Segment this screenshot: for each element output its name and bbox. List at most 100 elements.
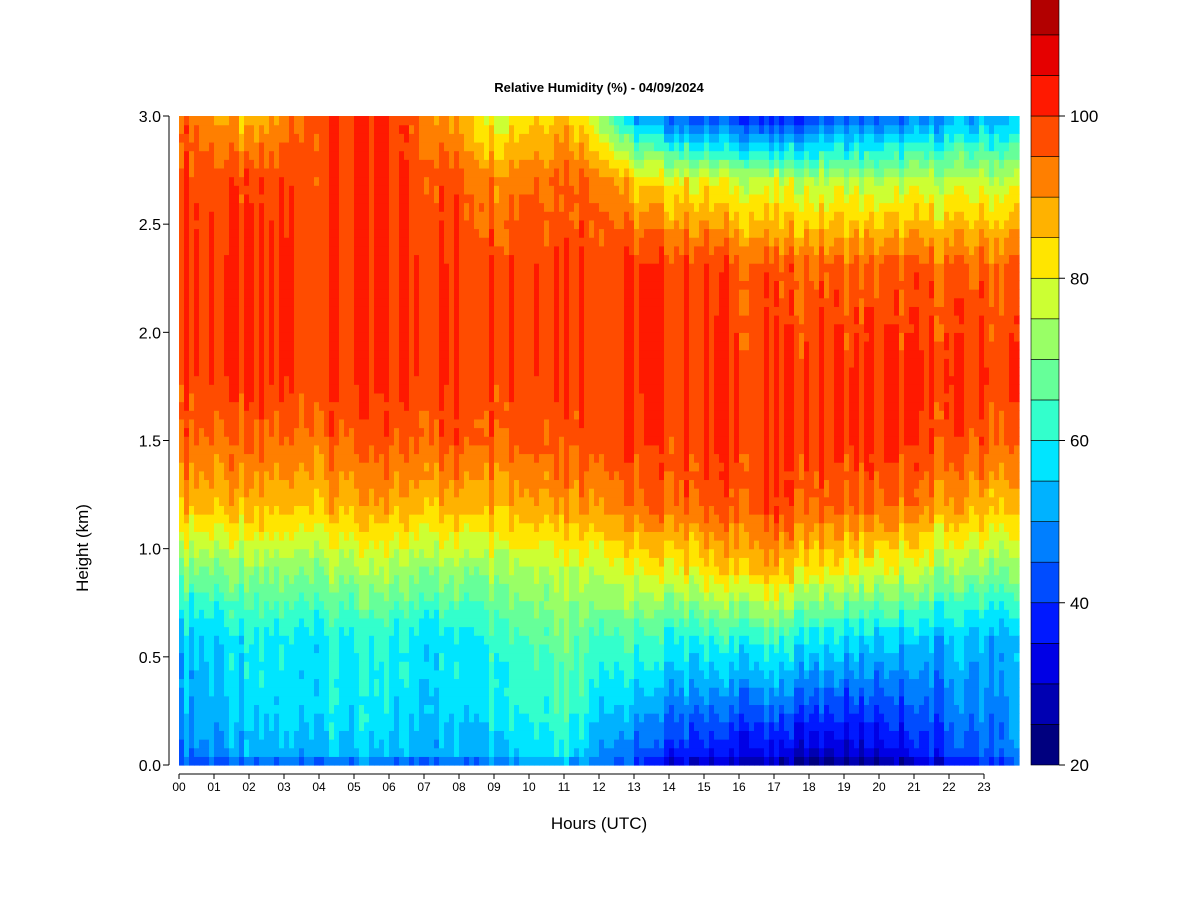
heatmap-cell (284, 678, 290, 688)
heatmap-cell (334, 237, 340, 247)
heatmap-cell (234, 496, 240, 506)
heatmap-cell (389, 470, 395, 481)
heatmap-cell (269, 392, 275, 403)
heatmap-cell (319, 444, 325, 455)
heatmap-cell (239, 462, 245, 472)
heatmap-cell (409, 704, 415, 714)
heatmap-cell (294, 488, 300, 498)
heatmap-cell (299, 479, 305, 489)
heatmap-cell (269, 583, 275, 593)
heatmap-cell (399, 479, 405, 489)
heatmap-cell (189, 133, 195, 143)
heatmap-cell (199, 669, 205, 680)
heatmap-cell (229, 687, 235, 697)
heatmap-cell (349, 401, 355, 411)
heatmap-cell (239, 167, 245, 178)
heatmap-cell (494, 600, 500, 610)
heatmap-cell (219, 713, 225, 723)
heatmap-cell (479, 617, 485, 628)
heatmap-cell (349, 271, 355, 282)
heatmap-cell (369, 739, 375, 749)
heatmap-cell (344, 643, 350, 654)
heatmap-cell (269, 228, 275, 238)
heatmap-cell (414, 141, 420, 152)
heatmap-cell (489, 453, 495, 463)
heatmap-cell (264, 202, 270, 212)
heatmap-cell (349, 392, 355, 403)
heatmap-cell (239, 332, 245, 342)
heatmap-cell (194, 237, 200, 247)
heatmap-cell (489, 315, 495, 325)
heatmap-cell (299, 176, 305, 186)
heatmap-cell (424, 427, 430, 437)
heatmap-cell (499, 392, 505, 403)
heatmap-cell (354, 150, 360, 160)
heatmap-cell (209, 687, 215, 697)
heatmap-cell (464, 176, 470, 186)
heatmap-cell (424, 384, 430, 394)
heatmap-cell (429, 626, 435, 636)
heatmap-cell (284, 340, 290, 351)
heatmap-cell (484, 574, 490, 584)
heatmap-cell (474, 617, 480, 628)
heatmap-cell (354, 730, 360, 740)
heatmap-cell (279, 496, 285, 506)
heatmap-cell (444, 444, 450, 455)
heatmap-cell (404, 643, 410, 654)
heatmap-cell (434, 202, 440, 212)
heatmap-cell (379, 418, 385, 429)
heatmap-cell (334, 427, 340, 437)
heatmap-cell (409, 548, 415, 558)
heatmap-cell (224, 635, 230, 645)
heatmap-cell (279, 133, 285, 143)
heatmap-cell (464, 617, 470, 628)
heatmap-cell (259, 531, 265, 541)
heatmap-cell (299, 254, 305, 264)
heatmap-cell (464, 635, 470, 645)
heatmap-cell (319, 297, 325, 307)
heatmap-cell (324, 565, 330, 576)
heatmap-cell (209, 323, 215, 333)
heatmap-cell (429, 583, 435, 593)
heatmap-cell (474, 237, 480, 247)
heatmap-cell (424, 557, 430, 567)
heatmap-cell (404, 721, 410, 731)
heatmap-cell (489, 245, 495, 256)
heatmap-cell (319, 479, 325, 489)
heatmap-cell (364, 669, 370, 680)
heatmap-cell (419, 470, 425, 481)
heatmap-cell (379, 202, 385, 212)
heatmap-cell (289, 488, 295, 498)
heatmap-cell (189, 237, 195, 247)
heatmap-cell (384, 643, 390, 654)
heatmap-cell (194, 358, 200, 368)
heatmap-cell (334, 747, 340, 757)
heatmap-cell (339, 150, 345, 160)
heatmap-cell (224, 540, 230, 550)
heatmap-cell (249, 496, 255, 506)
heatmap-cell (414, 358, 420, 368)
heatmap-cell (429, 531, 435, 541)
heatmap-cell (309, 453, 315, 463)
heatmap-cell (369, 591, 375, 602)
heatmap-cell (359, 565, 365, 576)
heatmap-cell (359, 193, 365, 204)
heatmap-cell (249, 332, 255, 342)
heatmap-cell (179, 306, 185, 316)
heatmap-cell (404, 392, 410, 403)
heatmap-cell (209, 167, 215, 178)
heatmap-cell (474, 297, 480, 307)
heatmap-cell (434, 626, 440, 636)
heatmap-cell (249, 436, 255, 446)
heatmap-cell (439, 150, 445, 160)
heatmap-cell (504, 271, 510, 282)
heatmap-cell (209, 384, 215, 394)
heatmap-cell (209, 695, 215, 706)
heatmap-cell (359, 228, 365, 238)
heatmap-cell (359, 418, 365, 429)
heatmap-cell (344, 496, 350, 506)
heatmap-cell (349, 185, 355, 195)
heatmap-cell (499, 635, 505, 645)
heatmap-cell (279, 747, 285, 757)
heatmap-cell (494, 159, 500, 169)
